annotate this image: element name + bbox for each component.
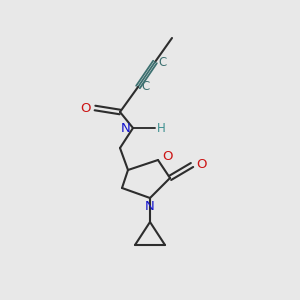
Text: H: H: [157, 122, 166, 134]
Text: O: O: [162, 151, 172, 164]
Text: C: C: [158, 56, 166, 68]
Text: N: N: [145, 200, 155, 213]
Text: N: N: [120, 122, 130, 134]
Text: C: C: [141, 80, 149, 94]
Text: O: O: [80, 101, 91, 115]
Text: O: O: [196, 158, 206, 172]
